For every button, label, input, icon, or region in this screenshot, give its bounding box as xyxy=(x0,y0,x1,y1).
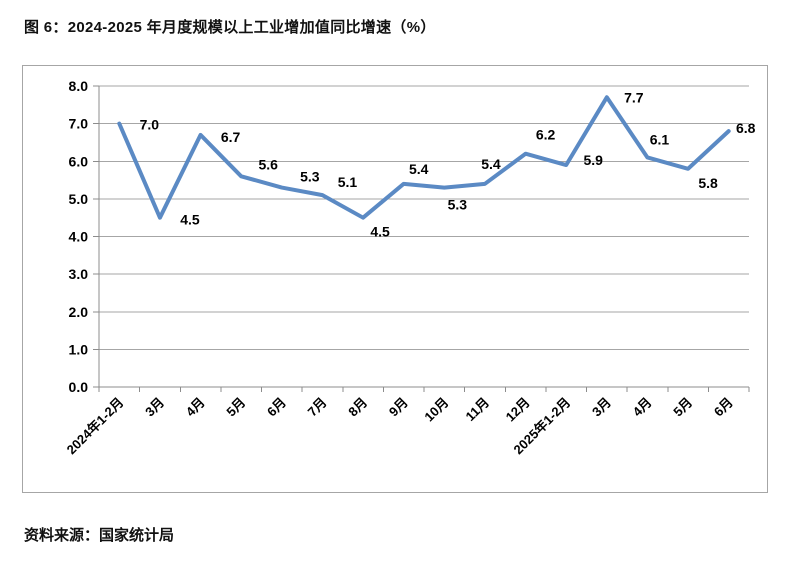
x-tick-label: 12月 xyxy=(503,395,533,425)
y-tick-label: 3.0 xyxy=(69,266,89,282)
x-tick-label: 11月 xyxy=(463,395,493,425)
x-tick-label: 10月 xyxy=(421,395,451,425)
y-tick-label: 2.0 xyxy=(69,304,89,320)
data-label: 7.7 xyxy=(624,89,644,105)
chart-title: 图 6：2024-2025 年月度规模以上工业增加值同比增速（%） xyxy=(24,19,436,36)
x-tick-label: 2024年1-2月 xyxy=(64,395,127,458)
data-label: 5.3 xyxy=(448,197,468,213)
x-tick-label: 5月 xyxy=(670,395,695,420)
data-label: 5.4 xyxy=(409,161,429,177)
y-tick-label: 6.0 xyxy=(69,153,89,169)
y-tick-label: 8.0 xyxy=(69,78,89,94)
data-label: 7.0 xyxy=(140,117,160,133)
y-tick-label: 5.0 xyxy=(69,191,89,207)
x-tick-label: 3月 xyxy=(142,395,167,420)
x-tick-label: 3月 xyxy=(589,395,614,420)
line-chart: 0.0 1.0 2.0 3.0 4.0 5.0 6.0 7.0 8.0 2024年1-2月 3月 4月… xyxy=(64,78,756,458)
x-tick-label: 9月 xyxy=(386,395,411,420)
data-label: 5.3 xyxy=(300,169,320,185)
x-tick-label: 4月 xyxy=(630,395,655,420)
data-label: 6.1 xyxy=(650,131,670,147)
data-label: 4.5 xyxy=(370,224,390,240)
data-label: 6.7 xyxy=(221,129,241,145)
series-line xyxy=(117,95,731,220)
x-tick-label: 6月 xyxy=(711,395,736,420)
x-tick-label: 5月 xyxy=(223,395,248,420)
data-label: 5.6 xyxy=(258,156,278,172)
data-label: 5.9 xyxy=(583,152,603,168)
x-tick-label: 7月 xyxy=(305,395,330,420)
data-label: 6.8 xyxy=(736,120,756,136)
y-tick-label: 1.0 xyxy=(69,341,89,357)
data-label: 5.8 xyxy=(698,175,718,191)
x-tick-label: 4月 xyxy=(183,395,208,420)
source-note: 资料来源：国家统计局 xyxy=(24,527,175,544)
x-tick-label: 6月 xyxy=(264,395,289,420)
data-label: 6.2 xyxy=(536,127,556,143)
y-tick-label: 0.0 xyxy=(69,379,89,395)
y-tick-label: 7.0 xyxy=(69,116,89,132)
data-label: 5.4 xyxy=(481,156,501,172)
y-tick-label: 4.0 xyxy=(69,229,89,245)
data-label: 4.5 xyxy=(180,212,200,228)
data-label: 5.1 xyxy=(338,174,358,190)
chart-frame: 0.0 1.0 2.0 3.0 4.0 5.0 6.0 7.0 8.0 2024年1-2月 3月 4月… xyxy=(22,65,768,493)
x-tick-label: 8月 xyxy=(345,395,370,420)
